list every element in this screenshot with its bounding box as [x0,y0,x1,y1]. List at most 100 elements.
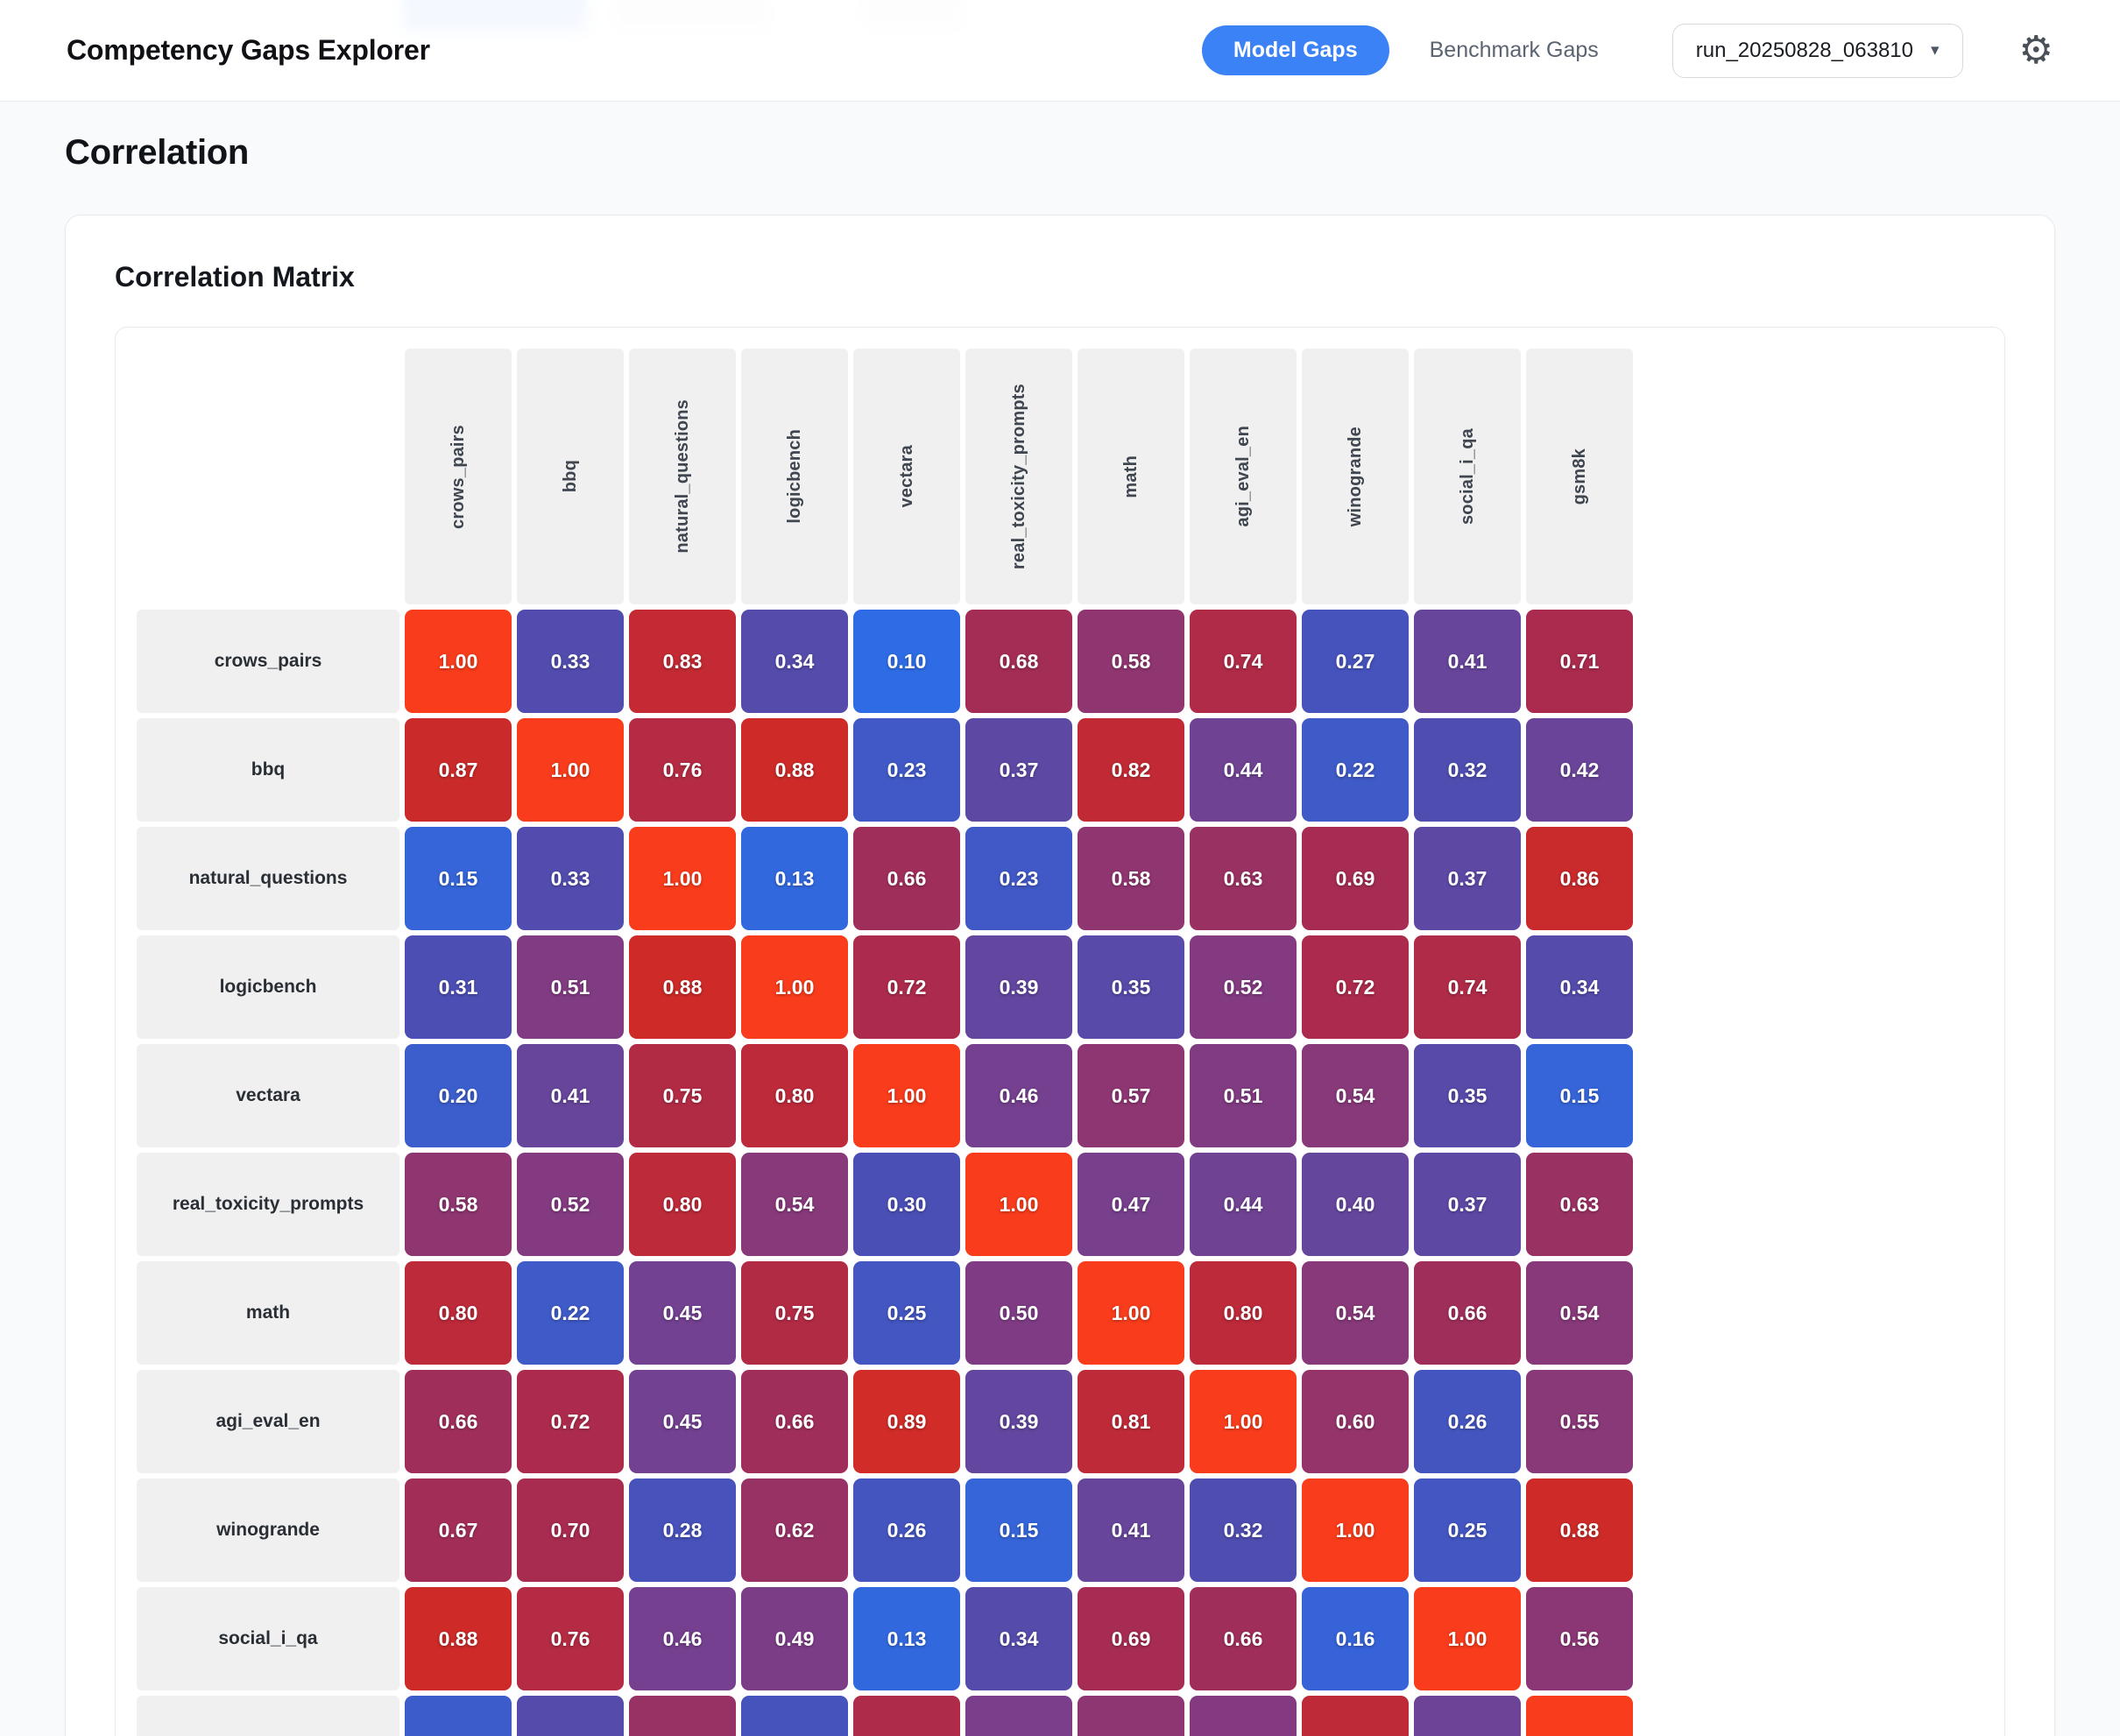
matrix-cell-social_i_qa-agi_eval_en[interactable]: 0.66 [1190,1587,1297,1690]
matrix-cell-logicbench-gsm8k[interactable]: 0.34 [1526,935,1633,1039]
matrix-cell-bbq-vectara[interactable]: 0.23 [853,718,960,822]
matrix-cell-gsm8k-crows_pairs[interactable]: 0.21 [405,1696,512,1736]
matrix-cell-math-logicbench[interactable]: 0.75 [741,1261,848,1365]
matrix-cell-gsm8k-social_i_qa[interactable]: 0.43 [1414,1696,1521,1736]
matrix-cell-winogrande-logicbench[interactable]: 0.62 [741,1478,848,1582]
matrix-cell-logicbench-vectara[interactable]: 0.72 [853,935,960,1039]
matrix-cell-logicbench-logicbench[interactable]: 1.00 [741,935,848,1039]
matrix-cell-real_toxicity_prompts-natural_questions[interactable]: 0.80 [629,1153,736,1256]
matrix-cell-real_toxicity_prompts-math[interactable]: 0.47 [1078,1153,1184,1256]
matrix-cell-crows_pairs-gsm8k[interactable]: 0.71 [1526,610,1633,713]
matrix-cell-math-real_toxicity_prompts[interactable]: 0.50 [965,1261,1072,1365]
matrix-cell-vectara-agi_eval_en[interactable]: 0.51 [1190,1044,1297,1147]
matrix-cell-agi_eval_en-math[interactable]: 0.81 [1078,1370,1184,1473]
matrix-cell-math-vectara[interactable]: 0.25 [853,1261,960,1365]
matrix-cell-real_toxicity_prompts-gsm8k[interactable]: 0.63 [1526,1153,1633,1256]
gear-icon[interactable]: ⚙ [2018,28,2053,72]
matrix-cell-real_toxicity_prompts-bbq[interactable]: 0.52 [517,1153,624,1256]
matrix-cell-winogrande-math[interactable]: 0.41 [1078,1478,1184,1582]
matrix-cell-vectara-social_i_qa[interactable]: 0.35 [1414,1044,1521,1147]
matrix-cell-natural_questions-crows_pairs[interactable]: 0.15 [405,827,512,930]
matrix-cell-logicbench-agi_eval_en[interactable]: 0.52 [1190,935,1297,1039]
matrix-cell-gsm8k-natural_questions[interactable]: 0.62 [629,1696,736,1736]
matrix-cell-crows_pairs-natural_questions[interactable]: 0.83 [629,610,736,713]
matrix-cell-vectara-bbq[interactable]: 0.41 [517,1044,624,1147]
matrix-cell-math-natural_questions[interactable]: 0.45 [629,1261,736,1365]
matrix-cell-gsm8k-bbq[interactable]: 0.34 [517,1696,624,1736]
matrix-cell-real_toxicity_prompts-logicbench[interactable]: 0.54 [741,1153,848,1256]
matrix-cell-logicbench-natural_questions[interactable]: 0.88 [629,935,736,1039]
matrix-cell-agi_eval_en-real_toxicity_prompts[interactable]: 0.39 [965,1370,1072,1473]
matrix-cell-agi_eval_en-social_i_qa[interactable]: 0.26 [1414,1370,1521,1473]
matrix-cell-crows_pairs-social_i_qa[interactable]: 0.41 [1414,610,1521,713]
run-selector-dropdown[interactable]: run_20250828_063810 ▾ [1671,23,1963,78]
matrix-cell-math-winogrande[interactable]: 0.54 [1302,1261,1409,1365]
matrix-cell-agi_eval_en-vectara[interactable]: 0.89 [853,1370,960,1473]
matrix-cell-winogrande-real_toxicity_prompts[interactable]: 0.15 [965,1478,1072,1582]
matrix-cell-crows_pairs-vectara[interactable]: 0.10 [853,610,960,713]
matrix-cell-bbq-logicbench[interactable]: 0.88 [741,718,848,822]
matrix-cell-logicbench-winogrande[interactable]: 0.72 [1302,935,1409,1039]
matrix-cell-math-bbq[interactable]: 0.22 [517,1261,624,1365]
matrix-cell-logicbench-bbq[interactable]: 0.51 [517,935,624,1039]
matrix-cell-agi_eval_en-crows_pairs[interactable]: 0.66 [405,1370,512,1473]
matrix-cell-bbq-agi_eval_en[interactable]: 0.44 [1190,718,1297,822]
matrix-cell-natural_questions-logicbench[interactable]: 0.13 [741,827,848,930]
matrix-cell-agi_eval_en-logicbench[interactable]: 0.66 [741,1370,848,1473]
matrix-cell-natural_questions-vectara[interactable]: 0.66 [853,827,960,930]
matrix-cell-natural_questions-math[interactable]: 0.58 [1078,827,1184,930]
matrix-cell-bbq-bbq[interactable]: 1.00 [517,718,624,822]
matrix-cell-vectara-math[interactable]: 0.57 [1078,1044,1184,1147]
matrix-cell-social_i_qa-natural_questions[interactable]: 0.46 [629,1587,736,1690]
matrix-cell-social_i_qa-math[interactable]: 0.69 [1078,1587,1184,1690]
matrix-cell-crows_pairs-bbq[interactable]: 0.33 [517,610,624,713]
matrix-cell-agi_eval_en-gsm8k[interactable]: 0.55 [1526,1370,1633,1473]
matrix-cell-agi_eval_en-natural_questions[interactable]: 0.45 [629,1370,736,1473]
matrix-cell-winogrande-social_i_qa[interactable]: 0.25 [1414,1478,1521,1582]
matrix-cell-social_i_qa-bbq[interactable]: 0.76 [517,1587,624,1690]
matrix-cell-gsm8k-gsm8k[interactable]: 1.00 [1526,1696,1633,1736]
matrix-cell-winogrande-crows_pairs[interactable]: 0.67 [405,1478,512,1582]
matrix-cell-bbq-real_toxicity_prompts[interactable]: 0.37 [965,718,1072,822]
matrix-cell-agi_eval_en-agi_eval_en[interactable]: 1.00 [1190,1370,1297,1473]
matrix-cell-social_i_qa-social_i_qa[interactable]: 1.00 [1414,1587,1521,1690]
matrix-cell-real_toxicity_prompts-real_toxicity_prompts[interactable]: 1.00 [965,1153,1072,1256]
matrix-cell-winogrande-bbq[interactable]: 0.70 [517,1478,624,1582]
matrix-cell-real_toxicity_prompts-vectara[interactable]: 0.30 [853,1153,960,1256]
matrix-cell-math-social_i_qa[interactable]: 0.66 [1414,1261,1521,1365]
matrix-cell-vectara-natural_questions[interactable]: 0.75 [629,1044,736,1147]
matrix-cell-gsm8k-agi_eval_en[interactable]: 0.52 [1190,1696,1297,1736]
matrix-cell-natural_questions-gsm8k[interactable]: 0.86 [1526,827,1633,930]
matrix-cell-natural_questions-social_i_qa[interactable]: 0.37 [1414,827,1521,930]
matrix-cell-natural_questions-bbq[interactable]: 0.33 [517,827,624,930]
matrix-cell-social_i_qa-logicbench[interactable]: 0.49 [741,1587,848,1690]
matrix-cell-math-crows_pairs[interactable]: 0.80 [405,1261,512,1365]
matrix-cell-bbq-natural_questions[interactable]: 0.76 [629,718,736,822]
matrix-cell-social_i_qa-winogrande[interactable]: 0.16 [1302,1587,1409,1690]
tab-model-gaps[interactable]: Model Gaps [1201,25,1389,75]
matrix-cell-math-agi_eval_en[interactable]: 0.80 [1190,1261,1297,1365]
matrix-cell-crows_pairs-logicbench[interactable]: 0.34 [741,610,848,713]
matrix-cell-bbq-winogrande[interactable]: 0.22 [1302,718,1409,822]
matrix-cell-logicbench-crows_pairs[interactable]: 0.31 [405,935,512,1039]
matrix-cell-natural_questions-real_toxicity_prompts[interactable]: 0.23 [965,827,1072,930]
matrix-cell-logicbench-social_i_qa[interactable]: 0.74 [1414,935,1521,1039]
matrix-cell-social_i_qa-vectara[interactable]: 0.13 [853,1587,960,1690]
matrix-cell-winogrande-gsm8k[interactable]: 0.88 [1526,1478,1633,1582]
matrix-cell-logicbench-math[interactable]: 0.35 [1078,935,1184,1039]
matrix-cell-vectara-crows_pairs[interactable]: 0.20 [405,1044,512,1147]
matrix-cell-crows_pairs-real_toxicity_prompts[interactable]: 0.68 [965,610,1072,713]
matrix-cell-crows_pairs-math[interactable]: 0.58 [1078,610,1184,713]
matrix-cell-social_i_qa-gsm8k[interactable]: 0.56 [1526,1587,1633,1690]
matrix-cell-agi_eval_en-bbq[interactable]: 0.72 [517,1370,624,1473]
matrix-cell-crows_pairs-crows_pairs[interactable]: 1.00 [405,610,512,713]
matrix-cell-real_toxicity_prompts-social_i_qa[interactable]: 0.37 [1414,1153,1521,1256]
matrix-cell-logicbench-real_toxicity_prompts[interactable]: 0.39 [965,935,1072,1039]
matrix-cell-real_toxicity_prompts-agi_eval_en[interactable]: 0.44 [1190,1153,1297,1256]
matrix-cell-winogrande-winogrande[interactable]: 1.00 [1302,1478,1409,1582]
matrix-cell-gsm8k-logicbench[interactable]: 0.27 [741,1696,848,1736]
matrix-cell-crows_pairs-winogrande[interactable]: 0.27 [1302,610,1409,713]
matrix-cell-natural_questions-winogrande[interactable]: 0.69 [1302,827,1409,930]
matrix-cell-bbq-crows_pairs[interactable]: 0.87 [405,718,512,822]
matrix-cell-vectara-logicbench[interactable]: 0.80 [741,1044,848,1147]
